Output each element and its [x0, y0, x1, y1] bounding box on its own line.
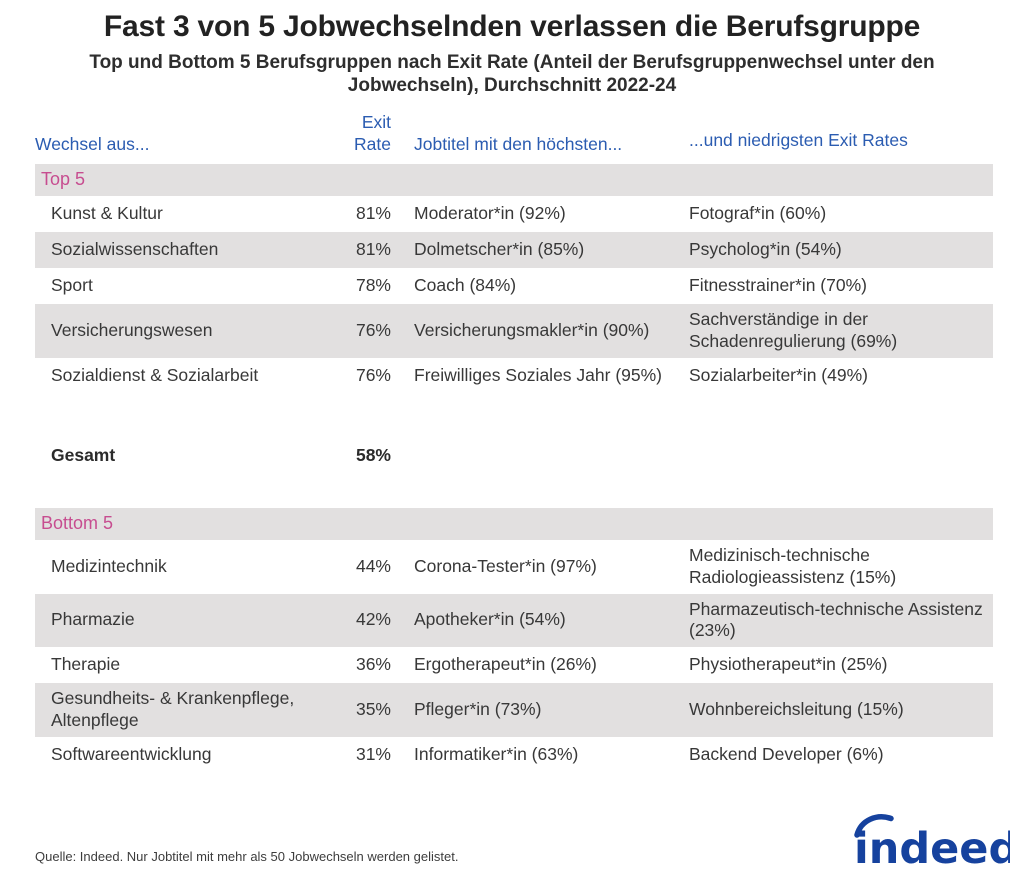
- group-cell: Sozialwissenschaften: [51, 239, 219, 260]
- table-row: Versicherungswesen 76% Versicherungsmakl…: [35, 304, 993, 358]
- highest-jobtitle-cell: Moderator*in (92%): [414, 203, 566, 224]
- exit-rate-cell: 81%: [355, 203, 391, 224]
- col-header-lowest: ...und niedrigsten Exit Rates: [689, 130, 908, 151]
- highest-jobtitle-cell: Versicherungsmakler*in (90%): [414, 319, 650, 340]
- table-row: Medizintechnik 44% Corona-Tester*in (97%…: [35, 540, 993, 594]
- lowest-jobtitle-cell: Psycholog*in (54%): [689, 239, 842, 260]
- highest-jobtitle-cell: Corona-Tester*in (97%): [414, 555, 597, 576]
- table-row: Softwareentwicklung 31% Informatiker*in …: [35, 737, 993, 773]
- highest-jobtitle-cell: Coach (84%): [414, 275, 517, 296]
- indeed-logo-graphic: indeed: [854, 814, 1019, 874]
- lowest-jobtitle-cell: Sozialarbeiter*in (49%): [689, 364, 868, 385]
- col-header-group: Wechsel aus...: [35, 134, 150, 155]
- exit-rate-cell: 44%: [355, 555, 391, 576]
- group-cell: Versicherungswesen: [51, 319, 213, 340]
- page-title: Fast 3 von 5 Jobwechselnden verlassen di…: [103, 10, 921, 43]
- group-cell: Pharmazie: [51, 609, 135, 630]
- table-row: Therapie 36% Ergotherapeut*in (26%) Phys…: [35, 647, 993, 683]
- table-row: Sozialdienst & Sozialarbeit 76% Freiwill…: [35, 358, 993, 394]
- lowest-jobtitle-cell: Backend Developer (6%): [689, 744, 884, 765]
- table-row: Gesundheits- & Krankenpflege, Altenpfleg…: [35, 683, 993, 737]
- exit-rate-cell: 36%: [355, 654, 391, 675]
- exit-rate-cell: 35%: [355, 699, 391, 720]
- group-cell: Medizintechnik: [51, 555, 167, 576]
- total-exit-rate: 58%: [355, 444, 391, 465]
- table-row: Sozialwissenschaften 81% Dolmetscher*in …: [35, 232, 993, 268]
- highest-jobtitle-cell: Dolmetscher*in (85%): [414, 239, 585, 260]
- group-cell: Kunst & Kultur: [51, 203, 163, 224]
- indeed-logo: indeed: [850, 811, 1019, 878]
- table-row: Pharmazie 42% Apotheker*in (54%) Pharmaz…: [35, 593, 993, 648]
- total-row: Gesamt 58%: [35, 438, 993, 474]
- group-cell: Gesundheits- & Krankenpflege, Altenpfleg…: [51, 688, 295, 731]
- lowest-jobtitle-cell: Fotograf*in (60%): [689, 203, 827, 224]
- group-cell: Sozialdienst & Sozialarbeit: [51, 364, 259, 385]
- total-label: Gesamt: [51, 444, 116, 465]
- logo-swoosh-icon: [854, 814, 894, 838]
- highest-jobtitle-cell: Freiwilliges Soziales Jahr (95%): [414, 364, 662, 385]
- exit-rate-cell: 81%: [355, 239, 391, 260]
- lowest-jobtitle-cell: Fitnesstrainer*in (70%): [689, 275, 867, 296]
- col-header-exit-rate: Exit Rate: [354, 112, 391, 155]
- table-row: Sport 78% Coach (84%) Fitnesstrainer*in …: [35, 268, 993, 304]
- lowest-jobtitle-cell: Physiotherapeut*in (25%): [689, 654, 888, 675]
- source-note: Quelle: Indeed. Nur Jobtitel mit mehr al…: [35, 849, 459, 864]
- highest-jobtitle-cell: Ergotherapeut*in (26%): [414, 654, 597, 675]
- section-label-bottom5: Bottom 5: [35, 507, 993, 540]
- table-header-row: Wechsel aus... Exit Rate Jobtitel mit de…: [35, 106, 993, 156]
- lowest-jobtitle-cell: Sachverständige in der Schadenregulierun…: [689, 309, 898, 351]
- lowest-jobtitle-cell: Wohnbereichsleitung (15%): [689, 699, 904, 720]
- group-cell: Sport: [51, 275, 93, 296]
- exit-rate-cell: 42%: [355, 609, 391, 630]
- exit-rate-table: Wechsel aus... Exit Rate Jobtitel mit de…: [35, 106, 993, 773]
- table-row: Kunst & Kultur 81% Moderator*in (92%) Fo…: [35, 196, 993, 232]
- exit-rate-cell: 76%: [355, 364, 391, 385]
- lowest-jobtitle-cell: Pharmazeutisch-technische Assistenz (23%…: [689, 598, 983, 641]
- exit-rate-cell: 31%: [355, 744, 391, 765]
- highest-jobtitle-cell: Apotheker*in (54%): [414, 609, 566, 630]
- exit-rate-cell: 78%: [355, 275, 391, 296]
- col-header-highest: Jobtitel mit den höchsten...: [414, 134, 623, 155]
- section-label-top5: Top 5: [35, 164, 993, 196]
- group-cell: Therapie: [51, 654, 121, 675]
- highest-jobtitle-cell: Pfleger*in (73%): [414, 699, 542, 720]
- logo-wordmark: indeed: [854, 824, 1010, 873]
- exit-rate-cell: 76%: [355, 319, 391, 340]
- group-cell: Softwareentwicklung: [51, 744, 212, 765]
- highest-jobtitle-cell: Informatiker*in (63%): [414, 744, 579, 765]
- page-subtitle: Top und Bottom 5 Berufsgruppen nach Exit…: [89, 52, 935, 97]
- lowest-jobtitle-cell: Medizinisch-technische Radiologieassiste…: [689, 544, 897, 587]
